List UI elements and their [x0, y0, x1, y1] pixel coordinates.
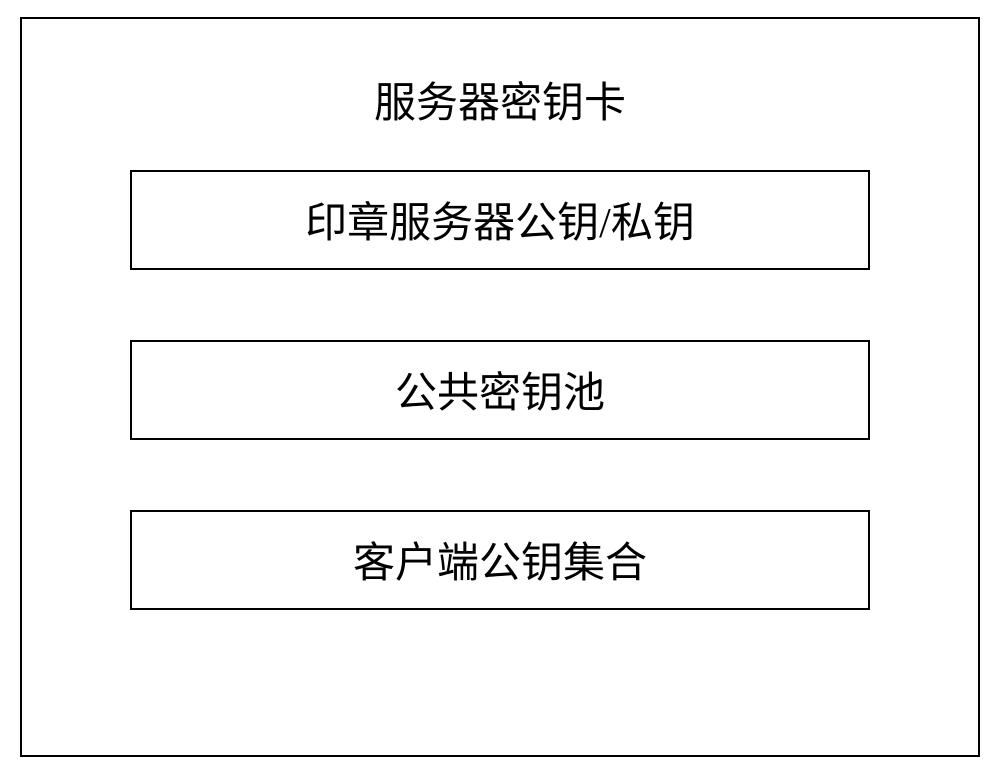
- box-seal-server-key: 印章服务器公钥/私钥: [130, 170, 870, 270]
- box-public-key-pool: 公共密钥池: [130, 340, 870, 440]
- diagram-title: 服务器密钥卡: [374, 69, 626, 130]
- box-label: 印章服务器公钥/私钥: [305, 189, 695, 250]
- box-label: 公共密钥池: [395, 359, 605, 420]
- server-key-card-container: 服务器密钥卡 印章服务器公钥/私钥 公共密钥池 客户端公钥集合: [20, 17, 980, 757]
- box-client-public-key-set: 客户端公钥集合: [130, 510, 870, 610]
- box-label: 客户端公钥集合: [353, 529, 647, 590]
